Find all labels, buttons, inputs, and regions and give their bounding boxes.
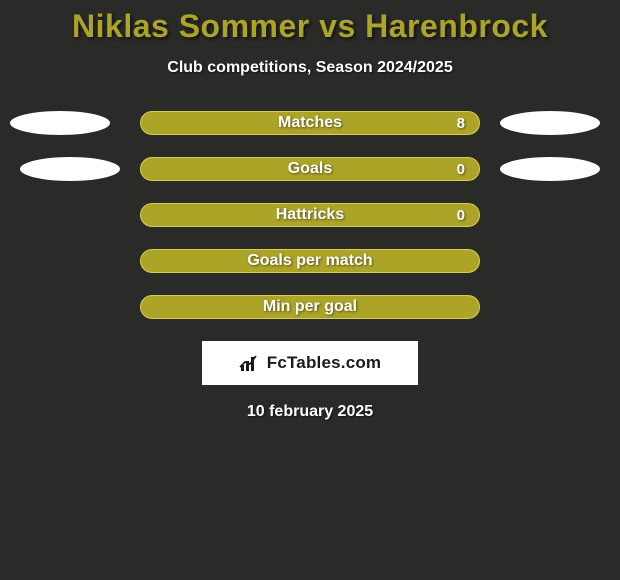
stat-row: Goals per match: [0, 249, 620, 273]
stat-bar: Goals0: [140, 157, 480, 181]
page-title: Niklas Sommer vs Harenbrock: [0, 0, 620, 45]
stat-value: 8: [457, 115, 465, 132]
comparison-infographic: Niklas Sommer vs Harenbrock Club competi…: [0, 0, 620, 580]
bar-chart-icon: [239, 353, 261, 373]
stat-label: Goals: [141, 160, 479, 178]
stat-bar: Hattricks0: [140, 203, 480, 227]
stat-row: Hattricks0: [0, 203, 620, 227]
brand-text: FcTables.com: [267, 353, 382, 373]
stat-bar: Matches8: [140, 111, 480, 135]
left-ellipse: [10, 111, 110, 135]
stat-label: Hattricks: [141, 206, 479, 224]
date-label: 10 february 2025: [0, 403, 620, 421]
stat-row: Min per goal: [0, 295, 620, 319]
stat-bar: Goals per match: [140, 249, 480, 273]
brand-box: FcTables.com: [202, 341, 418, 385]
stat-rows: Matches8Goals0Hattricks0Goals per matchM…: [0, 111, 620, 319]
right-ellipse: [500, 111, 600, 135]
right-ellipse: [500, 157, 600, 181]
page-subtitle: Club competitions, Season 2024/2025: [0, 59, 620, 77]
stat-label: Matches: [141, 114, 479, 132]
stat-label: Min per goal: [141, 298, 479, 316]
stat-value: 0: [457, 161, 465, 178]
stat-row: Matches8: [0, 111, 620, 135]
stat-value: 0: [457, 207, 465, 224]
stat-row: Goals0: [0, 157, 620, 181]
left-ellipse: [20, 157, 120, 181]
stat-bar: Min per goal: [140, 295, 480, 319]
stat-label: Goals per match: [141, 252, 479, 270]
